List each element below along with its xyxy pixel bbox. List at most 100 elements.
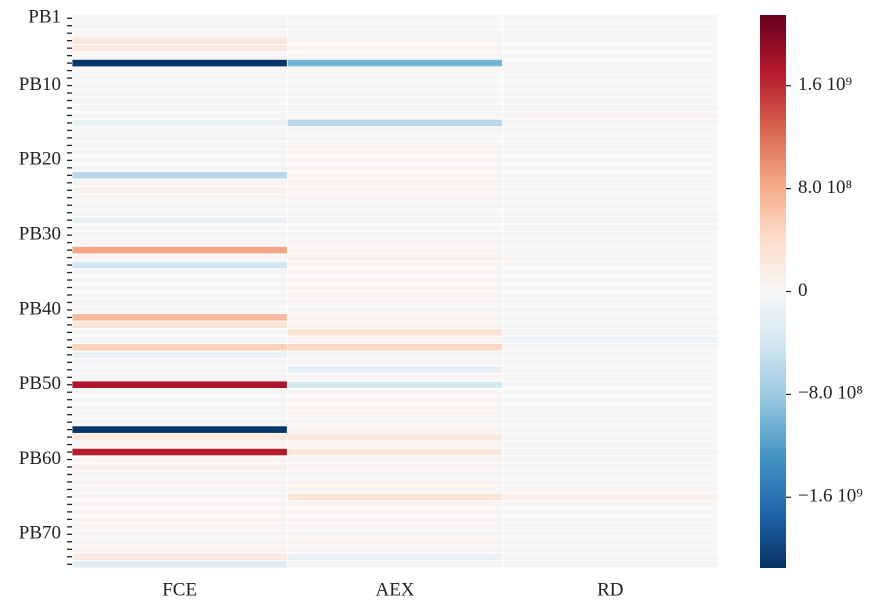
heatmap-cell: [71, 260, 288, 270]
heatmap-cell: [71, 186, 288, 195]
heatmap-cell: [71, 485, 288, 494]
heatmap-cell: [502, 171, 719, 180]
heatmap-cell: [71, 216, 288, 225]
heatmap-cell: [502, 298, 719, 307]
heatmap-cell: [502, 425, 719, 434]
heatmap-cell: [502, 268, 719, 277]
heatmap-cell: [286, 545, 504, 554]
heatmap-cell: [286, 522, 504, 532]
heatmap-cell: [502, 515, 719, 524]
heatmap-cell: [502, 530, 719, 539]
heatmap-cell: [502, 335, 719, 345]
heatmap-cell: [286, 14, 504, 23]
heatmap-cell: [71, 358, 288, 367]
heatmap-cell: [71, 88, 288, 98]
heatmap-cell: [502, 350, 719, 359]
heatmap-cell: [71, 380, 288, 389]
heatmap-cell: [502, 245, 719, 255]
heatmap-cell: [502, 201, 719, 210]
heatmap-cell: [71, 44, 288, 53]
heatmap-cell: [71, 403, 288, 412]
heatmap-cell: [286, 350, 504, 359]
heatmap-cell: [286, 320, 504, 330]
heatmap-cell: [286, 29, 504, 38]
heatmap-cell: [286, 447, 504, 457]
heatmap-cell: [502, 485, 719, 494]
heatmap-cell: [502, 96, 719, 105]
heatmap-cell: [286, 96, 504, 105]
y-tick-label: PB70: [19, 523, 61, 544]
heatmap-cell: [286, 51, 504, 60]
heatmap-cell: [71, 410, 288, 419]
heatmap-cell: [71, 231, 288, 240]
heatmap-cell: [286, 260, 504, 270]
heatmap-cell: [286, 365, 504, 374]
heatmap-cell: [286, 275, 504, 285]
heatmap-cell: [502, 343, 719, 352]
heatmap-cell: [286, 492, 504, 502]
heatmap-cell: [286, 335, 504, 345]
heatmap-cell: [71, 133, 288, 143]
heatmap-cell: [502, 358, 719, 367]
heatmap-cell: [502, 231, 719, 240]
colorbar-tick-label: 0: [798, 280, 808, 301]
x-tick-label: FCE: [162, 579, 197, 600]
heatmap-cell: [71, 552, 288, 561]
heatmap-cell: [71, 126, 288, 135]
heatmap-cell: [286, 373, 504, 382]
colorbar-tick-label: 1.6 10⁹: [798, 74, 853, 95]
heatmap-cell: [71, 455, 288, 464]
heatmap-cell: [71, 73, 288, 83]
heatmap-cell: [71, 350, 288, 359]
heatmap-cell: [286, 253, 504, 262]
heatmap-cell: [502, 51, 719, 60]
heatmap-cell: [502, 118, 719, 128]
heatmap-cell: [71, 470, 288, 479]
heatmap-cell: [286, 283, 504, 292]
heatmap-cell: [502, 290, 719, 300]
heatmap-cell: [286, 44, 504, 53]
heatmap-cell: [502, 126, 719, 135]
heatmap-cell: [71, 171, 288, 180]
heatmap-cell: [502, 260, 719, 270]
heatmap-cell: [286, 238, 504, 247]
heatmap-cell: [71, 418, 288, 427]
heatmap-cell: [502, 328, 719, 337]
heatmap-cell: [502, 447, 719, 457]
heatmap-cell: [71, 537, 288, 546]
heatmap-cell: [286, 163, 504, 172]
heatmap-cell: [502, 320, 719, 330]
heatmap-cell: [286, 73, 504, 83]
y-tick-label: PB50: [19, 373, 61, 394]
heatmap-cell: [71, 560, 288, 569]
heatmap-cell: [71, 335, 288, 345]
heatmap-cell: [502, 21, 719, 30]
heatmap-cell: [71, 103, 288, 113]
heatmap-cell: [71, 530, 288, 539]
heatmap-cell: [502, 462, 719, 472]
heatmap-cell: [286, 388, 504, 397]
heatmap-cell: [286, 268, 504, 277]
y-tick-label: PB60: [19, 448, 61, 469]
heatmap-cell: [286, 201, 504, 210]
heatmap-cell: [71, 275, 288, 285]
heatmap-cell: [71, 223, 288, 232]
heatmap-cell: [502, 313, 719, 322]
heatmap-cell: [71, 245, 288, 255]
heatmap-cell: [71, 545, 288, 554]
heatmap-cell: [502, 522, 719, 532]
heatmap-cell: [71, 253, 288, 262]
heatmap-cell: [286, 186, 504, 195]
heatmap-cell: [71, 425, 288, 434]
heatmap-cell: [286, 290, 504, 300]
heatmap-cell: [286, 395, 504, 404]
y-tick-label: PB30: [19, 224, 61, 245]
heatmap-cell: [502, 216, 719, 225]
heatmap-cell: [71, 440, 288, 449]
heatmap-cell: [286, 216, 504, 225]
heatmap-cell: [286, 403, 504, 412]
heatmap-cell: [71, 507, 288, 517]
heatmap-cell: [502, 552, 719, 561]
heatmap-cell: [286, 231, 504, 240]
